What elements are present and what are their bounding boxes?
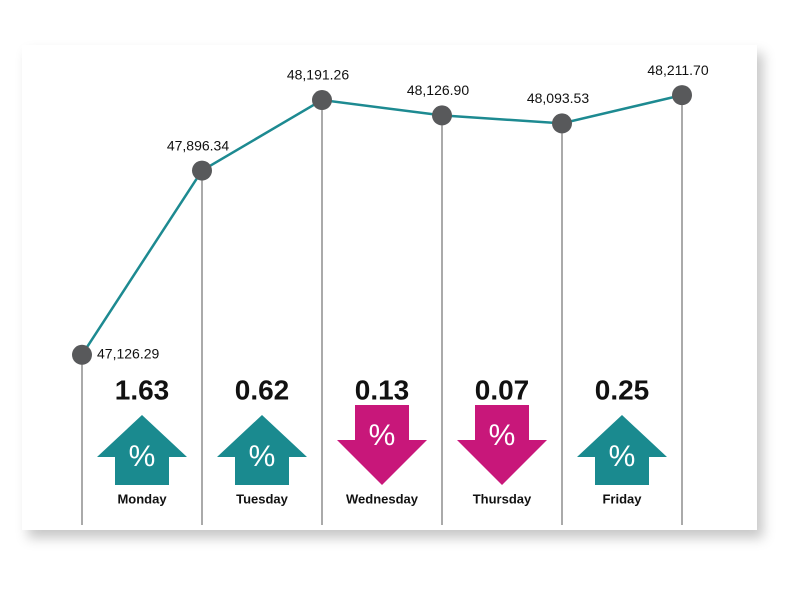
- change-value: 0.13: [355, 374, 410, 405]
- marker: [552, 113, 572, 134]
- value-label: 48,093.53: [527, 90, 589, 106]
- percent-symbol: %: [609, 440, 636, 473]
- change-value: 0.07: [475, 374, 530, 405]
- marker: [312, 90, 332, 111]
- change-value: 0.62: [235, 374, 290, 405]
- line: [80, 93, 683, 356]
- day-label: Wednesday: [346, 491, 419, 506]
- percent-symbol: %: [129, 440, 156, 473]
- day-label: Friday: [602, 491, 642, 506]
- marker: [72, 344, 92, 365]
- up-arrow: [217, 415, 307, 485]
- percent-symbol: %: [489, 419, 516, 452]
- up-arrow: [577, 415, 667, 485]
- day-label: Monday: [117, 491, 167, 506]
- up-arrow: [97, 415, 187, 485]
- day-label: Tuesday: [236, 491, 289, 506]
- value-label: 48,191.26: [287, 67, 349, 83]
- value-label: 47,126.29: [97, 345, 159, 361]
- percent-symbol: %: [369, 419, 396, 452]
- down-arrow: [337, 405, 427, 485]
- value-label: 47,896.34: [167, 137, 229, 153]
- value-label: 48,126.90: [407, 82, 469, 98]
- down-arrow: [457, 405, 547, 485]
- marker: [432, 105, 452, 126]
- day-label: Thursday: [473, 491, 532, 506]
- percent-symbol: %: [249, 440, 276, 473]
- marker: [672, 85, 692, 106]
- marker: [192, 160, 212, 181]
- value-label: 48,211.70: [647, 62, 708, 78]
- change-value: 0.25: [595, 374, 650, 405]
- change-value: 1.63: [115, 374, 170, 405]
